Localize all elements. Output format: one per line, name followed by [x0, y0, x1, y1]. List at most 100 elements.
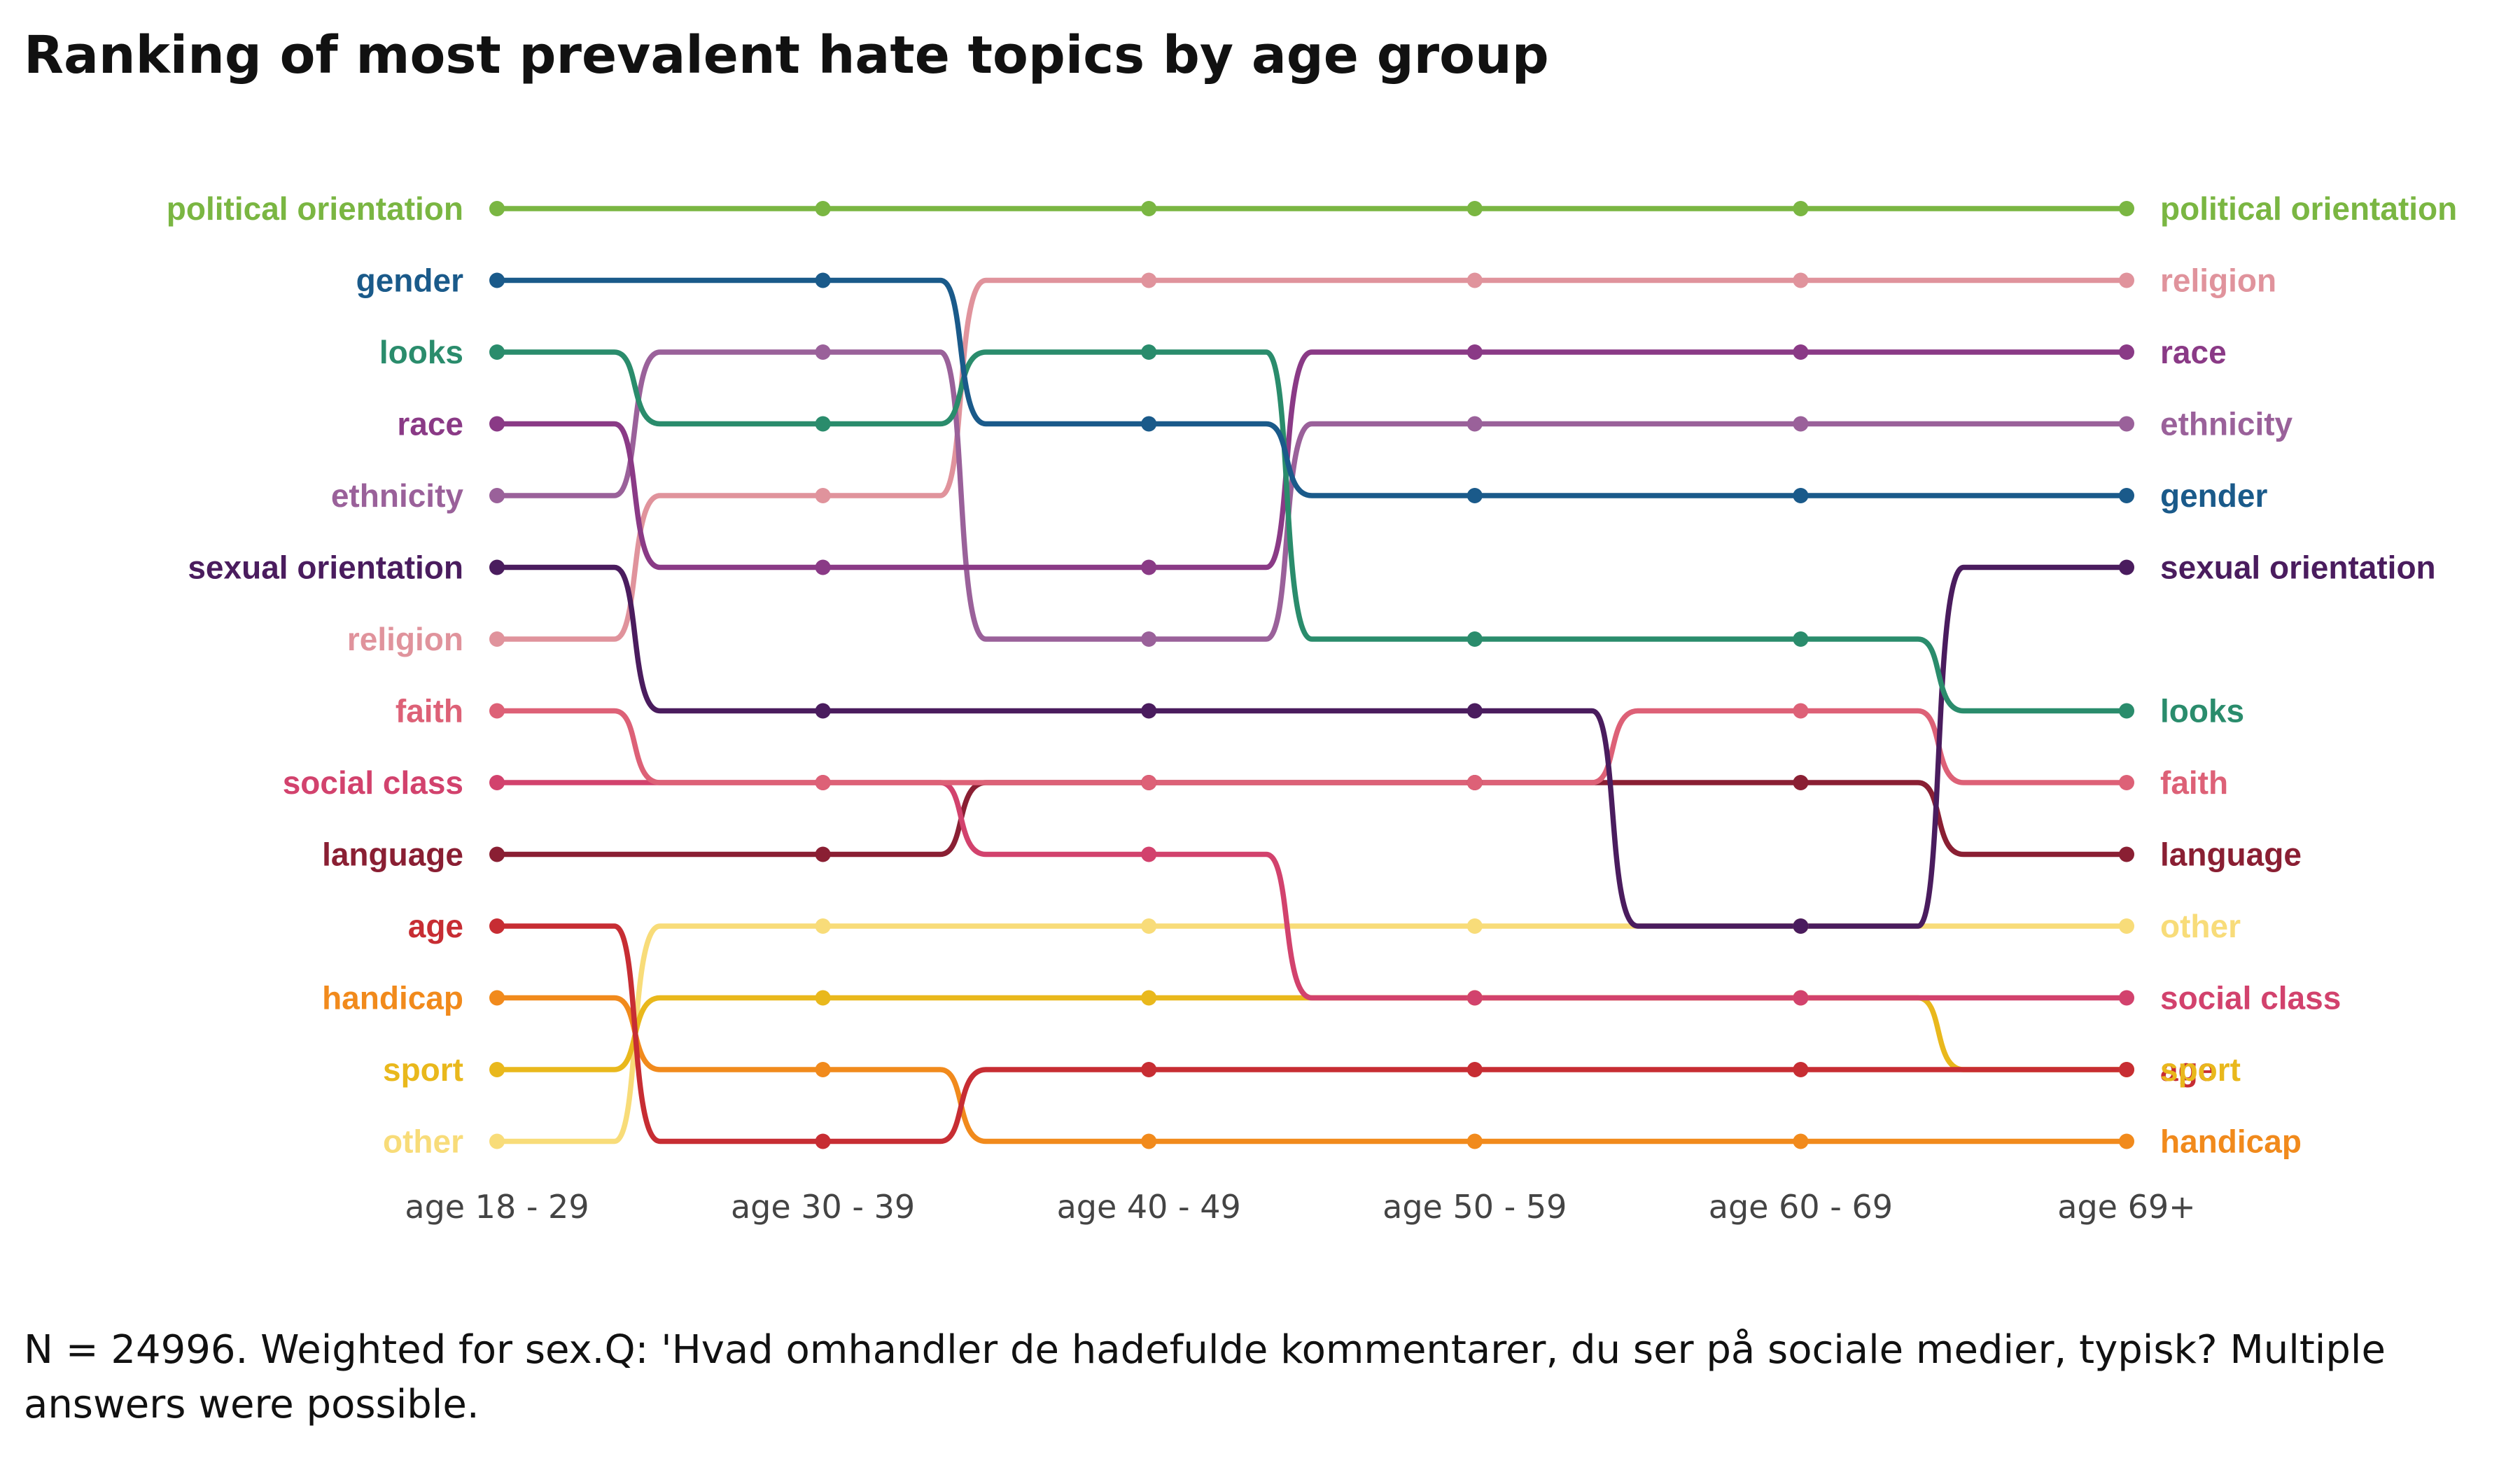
point-gender-4 — [1793, 488, 1809, 503]
point-race-0 — [489, 416, 505, 432]
right-label-race: race — [2160, 334, 2227, 370]
point-language-0 — [489, 846, 505, 862]
point-looks-2 — [1141, 344, 1157, 360]
point-age-2 — [1141, 1062, 1157, 1077]
point-handicap-0 — [489, 990, 505, 1006]
series-line-religion — [494, 277, 2129, 642]
chart-title: Ranking of most prevalent hate topics by… — [24, 25, 1549, 85]
point-religion-3 — [1466, 272, 1483, 288]
point-other-0 — [489, 1133, 505, 1149]
point-gender-5 — [2119, 488, 2134, 503]
right-label-handicap: handicap — [2160, 1124, 2302, 1160]
point-language-1 — [815, 846, 831, 862]
point-social-class-0 — [489, 775, 505, 790]
right-label-religion: religion — [2160, 262, 2276, 299]
left-label-sexual-orientation: sexual orientation — [188, 550, 463, 586]
point-sport-1 — [815, 990, 831, 1006]
point-ethnicity-4 — [1793, 416, 1809, 432]
point-race-1 — [815, 559, 831, 575]
right-label-social-class: social class — [2160, 980, 2341, 1016]
left-label-looks: looks — [379, 334, 463, 370]
x-tick-age-50-59: age 50 - 59 — [1382, 1188, 1567, 1226]
point-other-2 — [1141, 918, 1157, 934]
left-labels: political orientation gender looks race ethn… — [167, 190, 464, 1160]
series-line-social-class — [494, 780, 2129, 1001]
point-ethnicity-5 — [2119, 416, 2134, 432]
left-label-ethnicity: ethnicity — [331, 477, 464, 514]
left-label-political-orientation: political orientation — [167, 190, 463, 227]
right-label-age: age — [2160, 1051, 2216, 1088]
point-social-class-4 — [1793, 990, 1809, 1006]
right-label-language: language — [2160, 836, 2302, 873]
point-social-class-3 — [1466, 990, 1483, 1006]
x-axis-ticks: age 18 - 29 age 30 - 39 age 40 - 49 age 50 … — [405, 1188, 2195, 1226]
series-line-handicap — [494, 995, 2129, 1144]
point-language-5 — [2119, 846, 2134, 862]
point-age-3 — [1466, 1062, 1483, 1077]
point-religion-0 — [489, 631, 505, 647]
point-gender-1 — [815, 272, 831, 288]
point-race-4 — [1793, 344, 1809, 360]
x-tick-age-40-49: age 40 - 49 — [1057, 1188, 1241, 1226]
point-sexual-orientation-0 — [489, 559, 505, 575]
point-race-5 — [2119, 344, 2134, 360]
right-labels: political orientation gender looks race ethn… — [2160, 190, 2457, 1160]
point-race-2 — [1141, 559, 1157, 575]
point-looks-3 — [1466, 631, 1483, 647]
x-tick-age-69-: age 69+ — [2057, 1188, 2195, 1226]
left-label-social-class: social class — [283, 764, 463, 801]
series-line-race — [494, 349, 2129, 570]
point-ethnicity-2 — [1141, 631, 1157, 647]
point-religion-1 — [815, 488, 831, 503]
point-political-orientation-5 — [2119, 201, 2134, 216]
point-other-5 — [2119, 918, 2134, 934]
point-handicap-3 — [1466, 1133, 1483, 1149]
series-line-age — [494, 923, 2129, 1144]
left-label-religion: religion — [347, 621, 463, 657]
point-sport-2 — [1141, 990, 1157, 1006]
point-sexual-orientation-5 — [2119, 559, 2134, 575]
point-handicap-4 — [1793, 1133, 1809, 1149]
x-tick-age-30-39: age 30 - 39 — [731, 1188, 915, 1226]
point-handicap-2 — [1141, 1133, 1157, 1149]
series-points — [489, 201, 2134, 1149]
point-social-class-5 — [2119, 990, 2134, 1006]
series-line-looks — [494, 349, 2129, 714]
point-sport-0 — [489, 1062, 505, 1077]
point-faith-2 — [1141, 775, 1157, 790]
point-other-3 — [1466, 918, 1483, 934]
left-label-other: other — [383, 1124, 463, 1160]
chart-caption: N = 24996. Weighted for sex.Q: 'Hvad omh… — [24, 1327, 2386, 1427]
point-religion-4 — [1793, 272, 1809, 288]
left-label-sport: sport — [383, 1051, 463, 1088]
point-sexual-orientation-3 — [1466, 703, 1483, 719]
point-political-orientation-0 — [489, 201, 505, 216]
left-label-faith: faith — [396, 693, 463, 729]
right-label-sexual-orientation: sexual orientation — [2160, 550, 2436, 586]
point-religion-2 — [1141, 272, 1157, 288]
point-faith-5 — [2119, 775, 2134, 790]
point-age-1 — [815, 1133, 831, 1149]
left-label-handicap: handicap — [322, 980, 463, 1016]
point-faith-4 — [1793, 703, 1809, 719]
left-label-language: language — [322, 836, 463, 873]
point-age-0 — [489, 918, 505, 934]
left-label-age: age — [408, 908, 463, 944]
bump-chart: political orientation gender looks race ethn… — [167, 190, 2458, 1226]
right-label-sport: sport — [2160, 1051, 2241, 1088]
point-ethnicity-1 — [815, 344, 831, 360]
point-language-4 — [1793, 775, 1809, 790]
series-line-faith — [494, 708, 2129, 785]
point-faith-3 — [1466, 775, 1483, 790]
series-line-gender — [494, 277, 2129, 498]
x-tick-age-18-29: age 18 - 29 — [405, 1188, 589, 1226]
series-line-sexual-orientation — [494, 564, 2129, 929]
right-label-ethnicity: ethnicity — [2160, 406, 2293, 442]
point-faith-0 — [489, 703, 505, 719]
series-line-language — [494, 780, 2129, 858]
right-label-political-orientation: political orientation — [2160, 190, 2457, 227]
point-looks-4 — [1793, 631, 1809, 647]
point-gender-2 — [1141, 416, 1157, 432]
point-ethnicity-0 — [489, 488, 505, 503]
point-handicap-1 — [815, 1062, 831, 1077]
